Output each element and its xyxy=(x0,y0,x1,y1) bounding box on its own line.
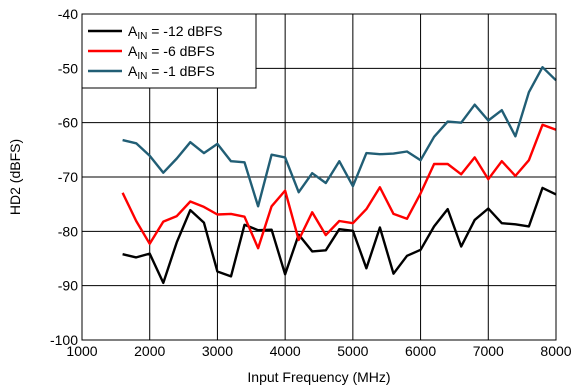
x-tick-label: 2000 xyxy=(134,343,165,359)
y-tick-label: -60 xyxy=(58,115,78,131)
x-tick-label: 6000 xyxy=(405,343,436,359)
legend-label-3: AIN = -1 dBFS xyxy=(128,63,215,82)
y-tick-label: -100 xyxy=(50,332,78,348)
y-axis-title: HD2 (dBFS) xyxy=(7,139,23,215)
x-tick-label: 7000 xyxy=(473,343,504,359)
series-line-1 xyxy=(122,186,557,285)
y-tick-label: -90 xyxy=(58,278,78,294)
x-tick-label: 3000 xyxy=(202,343,233,359)
y-tick-labels: -100 -90 -80 -70 -60 -50 -40 xyxy=(50,6,78,348)
plot-frame xyxy=(81,13,557,341)
series-line-3 xyxy=(122,65,557,208)
x-tick-label: 4000 xyxy=(270,343,301,359)
x-tick-label: 5000 xyxy=(337,343,368,359)
y-tick-label: -70 xyxy=(58,169,78,185)
y-tick-label: -80 xyxy=(58,223,78,239)
y-tick-label: -50 xyxy=(58,60,78,76)
y-tick-label: -40 xyxy=(58,6,78,22)
legend-label-2: AIN = -6 dBFS xyxy=(128,43,215,62)
series-line-2 xyxy=(121,123,557,250)
series-layer xyxy=(121,65,557,285)
x-tick-label: 1000 xyxy=(66,343,97,359)
x-axis-title: Input Frequency (MHz) xyxy=(247,369,390,385)
legend-label-1: AIN = -12 dBFS xyxy=(128,23,222,42)
x-tick-label: 8000 xyxy=(540,343,571,359)
x-tick-labels: 1000 2000 3000 4000 5000 6000 7000 8000 xyxy=(66,343,571,359)
